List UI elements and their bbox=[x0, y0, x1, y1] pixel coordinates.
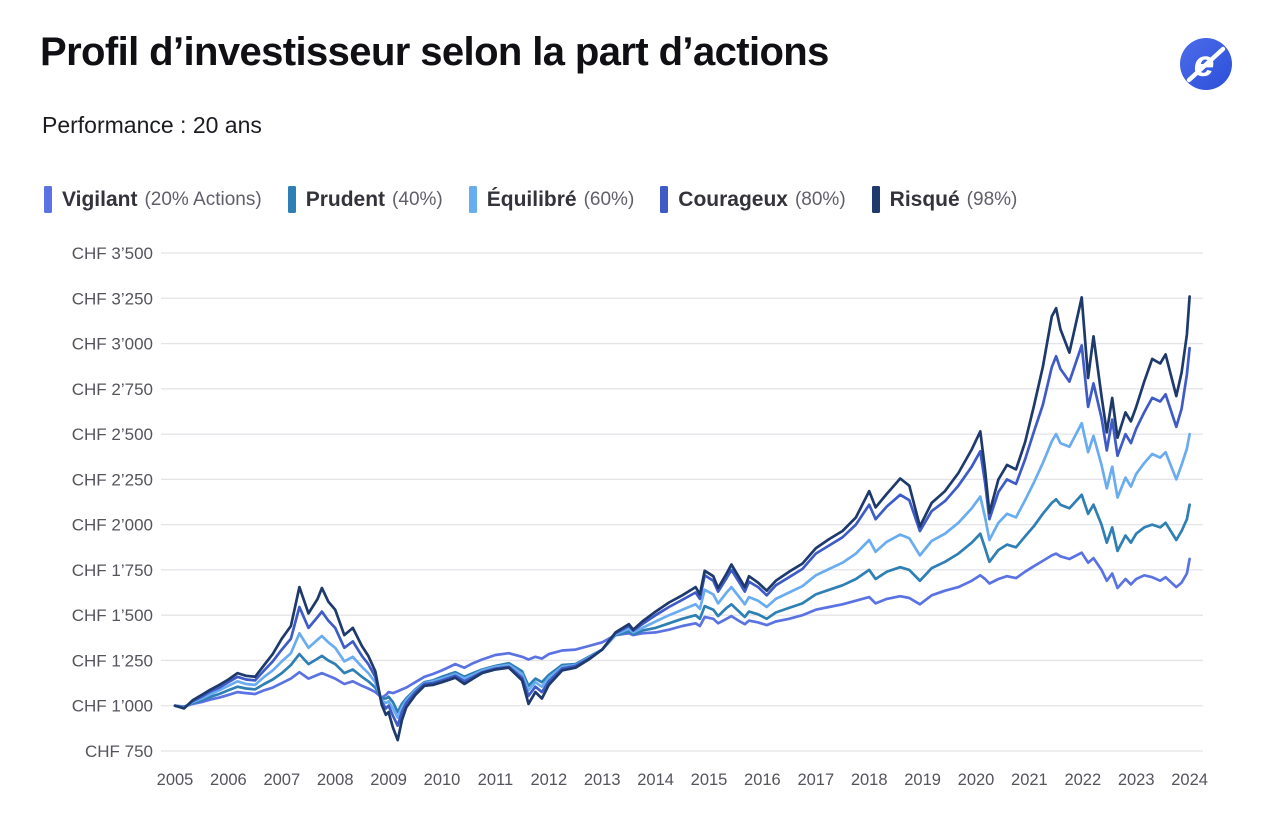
x-axis-tick-label: 2012 bbox=[530, 771, 567, 789]
legend-label: Courageux bbox=[678, 187, 788, 211]
legend-label: Risqué bbox=[889, 187, 960, 211]
y-axis-tick-label: CHF 3’500 bbox=[72, 244, 153, 263]
performance-chart: CHF 3’500 CHF 3’250 CHF 3’000 CHF 2’750 CHF … bbox=[72, 244, 1208, 789]
series-line-courageux bbox=[173, 344, 1191, 727]
x-axis-tick-label: 2005 bbox=[157, 771, 194, 789]
legend-swatch-icon bbox=[871, 186, 880, 213]
y-axis-tick-label: CHF 750 bbox=[85, 742, 153, 761]
legend-label: Vigilant bbox=[62, 187, 138, 211]
chart-legend: Vigilant (20% Actions) Prudent (40%) Équilib… bbox=[44, 186, 1043, 213]
x-axis-tick-label: 2016 bbox=[744, 771, 781, 789]
y-axis-tick-label: CHF 2’000 bbox=[72, 516, 153, 535]
y-axis-tick-label: CHF 1’500 bbox=[72, 606, 153, 625]
y-axis-tick-label: CHF 1’250 bbox=[72, 651, 153, 670]
brand-logo-icon: e bbox=[1180, 38, 1232, 90]
y-axis-tick-label: CHF 2’250 bbox=[72, 470, 153, 489]
legend-swatch-icon bbox=[660, 186, 669, 213]
x-axis-tick-label: 2010 bbox=[424, 771, 461, 789]
x-axis-tick-label: 2013 bbox=[584, 771, 621, 789]
legend-detail: (40%) bbox=[392, 188, 443, 210]
legend-detail: (60%) bbox=[583, 188, 635, 210]
y-axis-tick-label: CHF 3’250 bbox=[72, 289, 153, 308]
x-axis-tick-label: 2006 bbox=[210, 771, 247, 789]
chart-subtitle: Performance : 20 ans bbox=[42, 112, 262, 138]
legend-swatch-icon bbox=[44, 186, 52, 213]
y-axis-tick-label: CHF 1’750 bbox=[72, 561, 153, 580]
chart-area: CHF 3’500 CHF 3’250 CHF 3’000 CHF 2’750 CHF … bbox=[40, 233, 1240, 813]
x-axis-tick-label: 2017 bbox=[797, 771, 834, 789]
x-axis-tick-label: 2022 bbox=[1064, 771, 1101, 789]
series-line-prudent bbox=[173, 493, 1191, 714]
x-axis-tick-label: 2011 bbox=[478, 771, 513, 789]
legend-detail: (20% Actions) bbox=[144, 188, 262, 210]
x-axis-tick-label: 2014 bbox=[637, 771, 674, 789]
legend-label: Équilibré bbox=[486, 187, 577, 211]
x-axis-tick-label: 2015 bbox=[691, 771, 728, 789]
x-axis-tick-label: 2018 bbox=[851, 771, 888, 789]
legend-item-courageux[interactable]: Courageux (80%) bbox=[660, 186, 846, 213]
y-axis-tick-label: CHF 1’000 bbox=[72, 697, 153, 716]
legend-item-equilibre[interactable]: Équilibré (60%) bbox=[468, 186, 635, 213]
x-axis-tick-label: 2009 bbox=[370, 771, 407, 789]
legend-item-vigilant[interactable]: Vigilant (20% Actions) bbox=[44, 186, 262, 213]
legend-item-risque[interactable]: Risqué (98%) bbox=[871, 186, 1018, 213]
legend-label: Prudent bbox=[305, 187, 386, 211]
x-axis-tick-label: 2021 bbox=[1011, 771, 1048, 789]
y-axis-tick-label: CHF 2’500 bbox=[72, 425, 153, 444]
legend-item-prudent[interactable]: Prudent (40%) bbox=[287, 186, 443, 213]
legend-detail: (98%) bbox=[966, 188, 1018, 210]
series-line-equilibre bbox=[173, 421, 1191, 719]
x-axis-tick-label: 2019 bbox=[904, 771, 941, 789]
page-title: Profil d’investisseur selon la part d’ac… bbox=[40, 30, 829, 74]
x-axis-tick-label: 2023 bbox=[1118, 771, 1155, 789]
legend-swatch-icon bbox=[287, 186, 296, 213]
series-line-risque bbox=[173, 295, 1191, 742]
y-axis-tick-label: CHF 2’750 bbox=[72, 380, 153, 399]
x-axis-tick-label: 2020 bbox=[958, 771, 995, 789]
y-axis-tick-label: CHF 3’000 bbox=[72, 335, 153, 354]
series-line-vigilant bbox=[173, 551, 1191, 708]
legend-detail: (80%) bbox=[794, 188, 846, 210]
legend-swatch-icon bbox=[468, 186, 477, 213]
x-axis-tick-label: 2007 bbox=[263, 771, 300, 789]
x-axis-tick-label: 2008 bbox=[317, 771, 354, 789]
x-axis-tick-label: 2024 bbox=[1171, 771, 1208, 789]
